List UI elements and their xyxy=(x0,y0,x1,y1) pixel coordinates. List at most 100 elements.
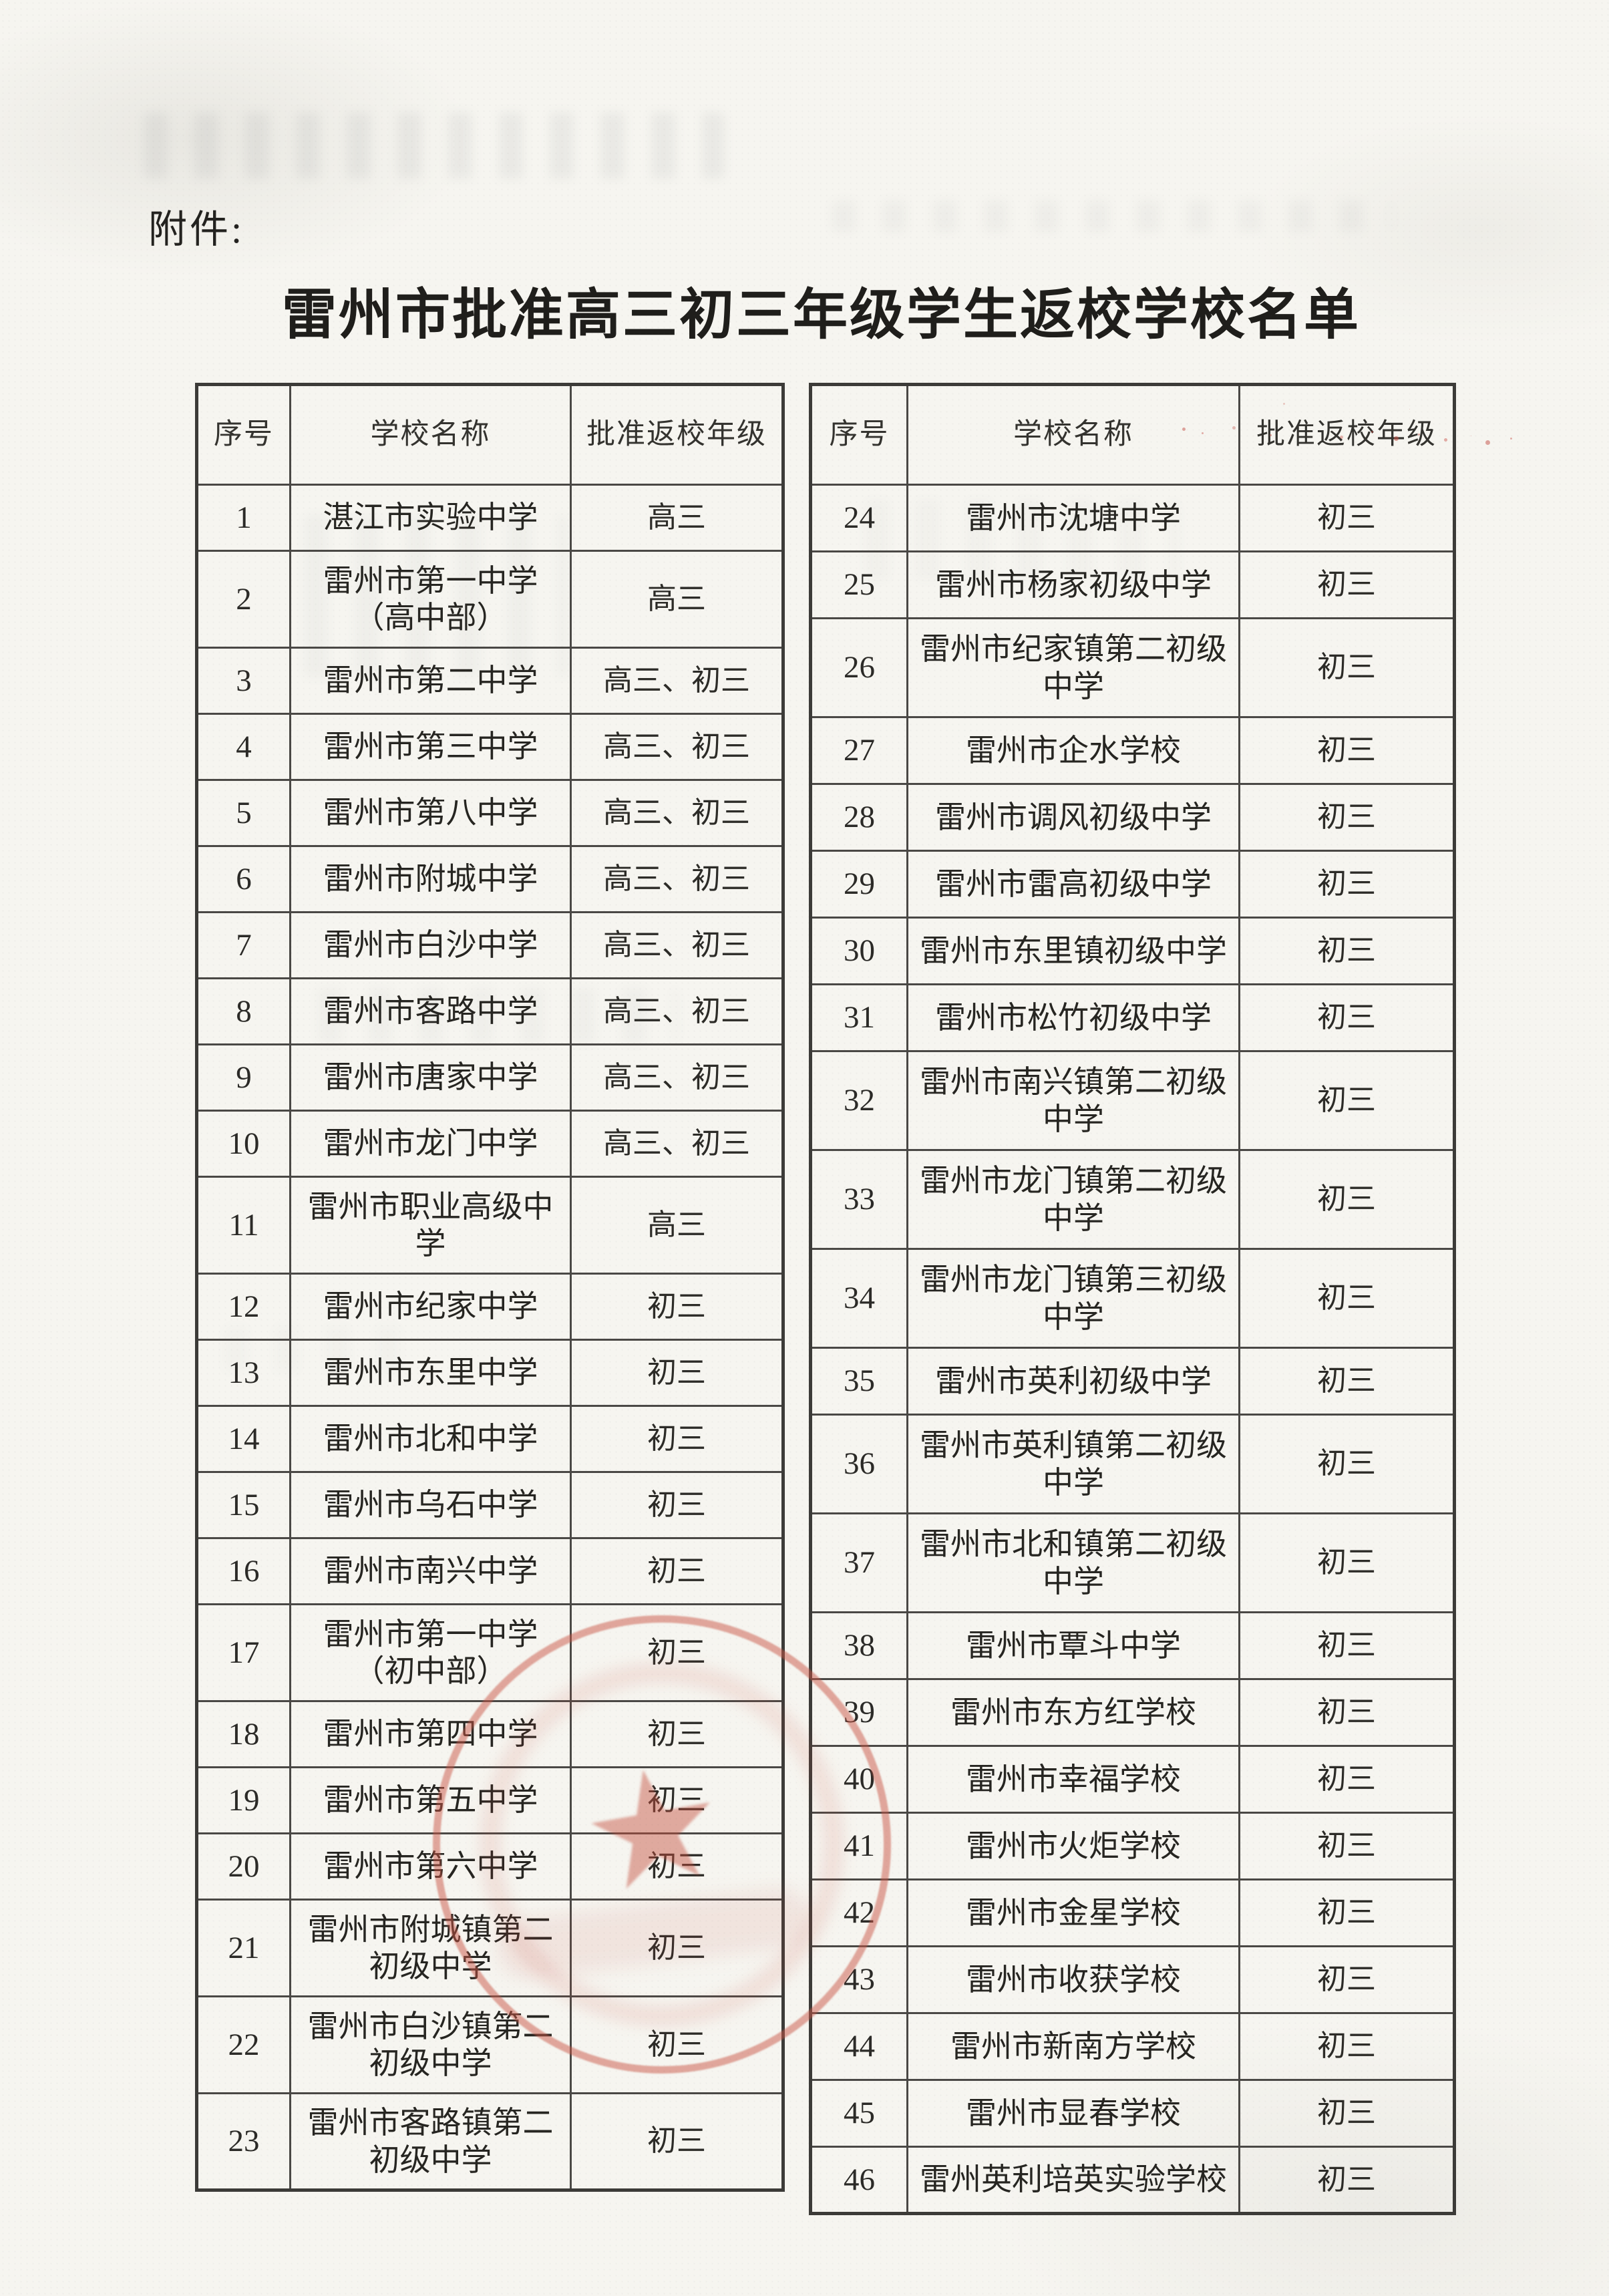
row-number-cell: 21 xyxy=(196,1899,291,1997)
table-row: 31 雷州市松竹初级中学 初三 xyxy=(810,983,1455,1052)
school-name-cell: 雷州市东方红学校 xyxy=(906,1678,1240,1747)
row-number-cell: 28 xyxy=(810,783,908,852)
grade-cell: 初三 xyxy=(1238,1248,1455,1349)
column-header-school: 学校名称 xyxy=(906,383,1240,486)
table-row: 16 雷州市南兴中学 初三 xyxy=(196,1537,784,1605)
row-number-cell: 36 xyxy=(810,1414,908,1514)
table-row: 22 雷州市白沙镇第二 初级中学 初三 xyxy=(196,1995,784,2094)
school-name-cell: 雷州市新南方学校 xyxy=(906,2012,1240,2081)
grade-cell: 初三 xyxy=(1238,550,1455,619)
table-row: 12 雷州市纪家中学 初三 xyxy=(196,1273,784,1341)
grade-cell: 高三、初三 xyxy=(570,977,784,1045)
column-header-grade: 批准返校年级 xyxy=(570,383,784,486)
school-name-cell: 雷州市白沙镇第二 初级中学 xyxy=(289,1995,572,2094)
grade-cell: 初三 xyxy=(1238,1945,1455,2014)
row-number-cell: 4 xyxy=(196,713,291,781)
row-number-cell: 30 xyxy=(810,917,908,985)
school-name-cell: 雷州市南兴镇第二初级 中学 xyxy=(906,1050,1240,1151)
column-header-school: 学校名称 xyxy=(289,383,572,486)
row-number-cell: 45 xyxy=(810,2079,908,2148)
table-row: 1 湛江市实验中学 高三 xyxy=(196,484,784,552)
grade-cell: 初三 xyxy=(570,1766,784,1834)
right-approval-table: 序号 学校名称 批准返校年级 24 雷州市沈塘中学 初三 25 雷州市杨家初级中学 初三 2… xyxy=(809,383,1456,2215)
grade-cell: 初三 xyxy=(1238,917,1455,985)
grade-cell: 高三 xyxy=(570,484,784,552)
row-number-cell: 32 xyxy=(810,1050,908,1151)
row-number-cell: 35 xyxy=(810,1347,908,1416)
table-row: 43 雷州市收获学校 初三 xyxy=(810,1945,1455,2014)
row-number-cell: 41 xyxy=(810,1812,908,1880)
table-row: 46 雷州英利培英实验学校 初三 xyxy=(810,2146,1455,2215)
grade-cell: 初三 xyxy=(1238,2146,1455,2215)
grade-cell: 初三 xyxy=(1238,1414,1455,1514)
school-name-cell: 雷州市英利初级中学 xyxy=(906,1347,1240,1416)
row-number-cell: 9 xyxy=(196,1043,291,1112)
table-row: 8 雷州市客路中学 高三、初三 xyxy=(196,977,784,1045)
grade-cell: 初三 xyxy=(1238,617,1455,718)
school-name-cell: 雷州市显春学校 xyxy=(906,2079,1240,2148)
row-number-cell: 27 xyxy=(810,716,908,785)
column-header-no: 序号 xyxy=(810,383,908,486)
grade-cell: 初三 xyxy=(570,1405,784,1473)
table-row: 25 雷州市杨家初级中学 初三 xyxy=(810,550,1455,619)
bleed-through-artifact xyxy=(144,112,725,179)
table-row: 30 雷州市东里镇初级中学 初三 xyxy=(810,917,1455,985)
row-number-cell: 7 xyxy=(196,911,291,979)
row-number-cell: 46 xyxy=(810,2146,908,2215)
table-row: 15 雷州市乌石中学 初三 xyxy=(196,1471,784,1539)
table-row: 36 雷州市英利镇第二初级 中学 初三 xyxy=(810,1414,1455,1514)
school-name-cell: 雷州市乌石中学 xyxy=(289,1471,572,1539)
school-name-cell: 雷州市龙门中学 xyxy=(289,1110,572,1178)
table-row: 27 雷州市企水学校 初三 xyxy=(810,716,1455,785)
row-number-cell: 38 xyxy=(810,1611,908,1680)
row-number-cell: 1 xyxy=(196,484,291,552)
school-name-cell: 雷州市企水学校 xyxy=(906,716,1240,785)
school-name-cell: 雷州市北和中学 xyxy=(289,1405,572,1473)
grade-cell: 高三 xyxy=(570,550,784,649)
school-name-cell: 雷州市客路中学 xyxy=(289,977,572,1045)
grade-cell: 初三 xyxy=(570,1339,784,1407)
grade-cell: 初三 xyxy=(570,1603,784,1702)
school-name-cell: 雷州市第三中学 xyxy=(289,713,572,781)
table-row: 35 雷州市英利初级中学 初三 xyxy=(810,1347,1455,1416)
table-row: 34 雷州市龙门镇第三初级 中学 初三 xyxy=(810,1248,1455,1349)
school-name-cell: 雷州市纪家镇第二初级 中学 xyxy=(906,617,1240,718)
grade-cell: 高三、初三 xyxy=(570,713,784,781)
grade-cell: 初三 xyxy=(1238,2079,1455,2148)
grade-cell: 初三 xyxy=(1238,716,1455,785)
row-number-cell: 33 xyxy=(810,1149,908,1250)
school-name-cell: 雷州市第四中学 xyxy=(289,1700,572,1768)
school-name-cell: 雷州市沈塘中学 xyxy=(906,484,1240,552)
row-number-cell: 14 xyxy=(196,1405,291,1473)
grade-cell: 初三 xyxy=(570,1995,784,2094)
table-row: 41 雷州市火炬学校 初三 xyxy=(810,1812,1455,1880)
grade-cell: 初三 xyxy=(1238,1878,1455,1947)
table-row: 45 雷州市显春学校 初三 xyxy=(810,2079,1455,2148)
grade-cell: 高三、初三 xyxy=(570,1110,784,1178)
school-name-cell: 雷州市附城中学 xyxy=(289,845,572,913)
grade-cell: 初三 xyxy=(570,2092,784,2191)
table-row: 44 雷州市新南方学校 初三 xyxy=(810,2012,1455,2081)
row-number-cell: 20 xyxy=(196,1832,291,1901)
row-number-cell: 43 xyxy=(810,1945,908,2014)
table-row: 9 雷州市唐家中学 高三、初三 xyxy=(196,1043,784,1112)
grade-cell: 初三 xyxy=(570,1273,784,1341)
table-row: 24 雷州市沈塘中学 初三 xyxy=(810,484,1455,552)
table-row: 4 雷州市第三中学 高三、初三 xyxy=(196,713,784,781)
row-number-cell: 13 xyxy=(196,1339,291,1407)
grade-cell: 高三、初三 xyxy=(570,1043,784,1112)
row-number-cell: 15 xyxy=(196,1471,291,1539)
table-row: 6 雷州市附城中学 高三、初三 xyxy=(196,845,784,913)
grade-cell: 初三 xyxy=(1238,1050,1455,1151)
school-name-cell: 雷州市南兴中学 xyxy=(289,1537,572,1605)
column-header-grade: 批准返校年级 xyxy=(1238,383,1455,486)
school-name-cell: 雷州市职业高级中 学 xyxy=(289,1176,572,1275)
table-row: 42 雷州市金星学校 初三 xyxy=(810,1878,1455,1947)
school-name-cell: 雷州英利培英实验学校 xyxy=(906,2146,1240,2215)
row-number-cell: 31 xyxy=(810,983,908,1052)
grade-cell: 初三 xyxy=(1238,783,1455,852)
grade-cell: 初三 xyxy=(1238,1347,1455,1416)
attachment-label: 附件: xyxy=(148,208,245,251)
grade-cell: 初三 xyxy=(1238,983,1455,1052)
table-row: 39 雷州市东方红学校 初三 xyxy=(810,1678,1455,1747)
